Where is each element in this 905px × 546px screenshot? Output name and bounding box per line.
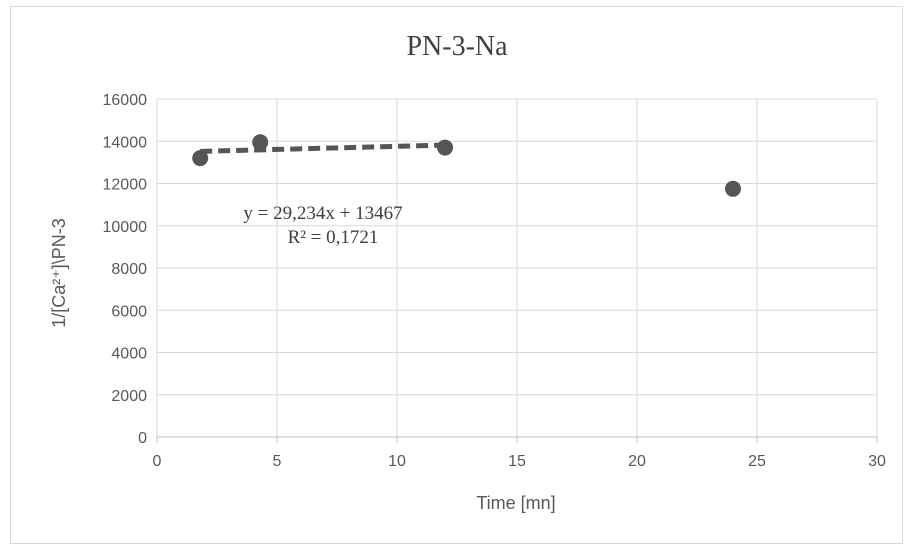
y-axis-label: 1/[Ca²⁺]\PN-3 [49, 218, 69, 328]
trendline-equation: y = 29,234x + 13467 [243, 203, 402, 224]
chart-title: PN-3-Na [406, 31, 508, 62]
chart-frame: 0 2000 4000 6000 8000 10000 12000 14000 16000 0 5… [10, 6, 903, 544]
y-tick-label: 0 [138, 430, 147, 447]
y-tick-label: 2000 [111, 388, 147, 405]
x-tick-label: 30 [868, 453, 886, 470]
data-point [252, 134, 269, 151]
y-tick-labels: 0 2000 4000 6000 8000 10000 12000 14000 16000 [103, 92, 148, 447]
x-tick-label: 20 [628, 453, 646, 470]
axes [156, 99, 878, 443]
x-tick-label: 15 [508, 453, 526, 470]
data-point [437, 139, 453, 156]
x-axis-label: Time [mn] [476, 493, 555, 513]
x-tick-labels: 0 5 10 15 20 25 30 [153, 453, 886, 470]
data-point [725, 180, 741, 197]
x-tick-label: 25 [748, 453, 766, 470]
y-tick-label: 14000 [103, 134, 148, 151]
y-tick-label: 6000 [111, 303, 147, 320]
trendline [200, 142, 446, 154]
x-tick-label: 5 [273, 453, 282, 470]
scatter-chart: 0 2000 4000 6000 8000 10000 12000 14000 16000 0 5… [49, 31, 886, 513]
data-points [192, 134, 741, 197]
x-tick-label: 0 [153, 453, 162, 470]
trendline-r-squared: R² = 0,1721 [288, 227, 379, 248]
y-tick-label: 12000 [103, 177, 148, 194]
data-point [192, 150, 209, 167]
y-tick-label: 16000 [103, 92, 148, 109]
y-tick-label: 10000 [103, 219, 148, 236]
x-tick-label: 10 [388, 453, 406, 470]
grid-lines [157, 98, 878, 437]
y-tick-label: 4000 [111, 346, 147, 363]
y-tick-label: 8000 [111, 261, 147, 278]
trendline-group [200, 142, 446, 154]
